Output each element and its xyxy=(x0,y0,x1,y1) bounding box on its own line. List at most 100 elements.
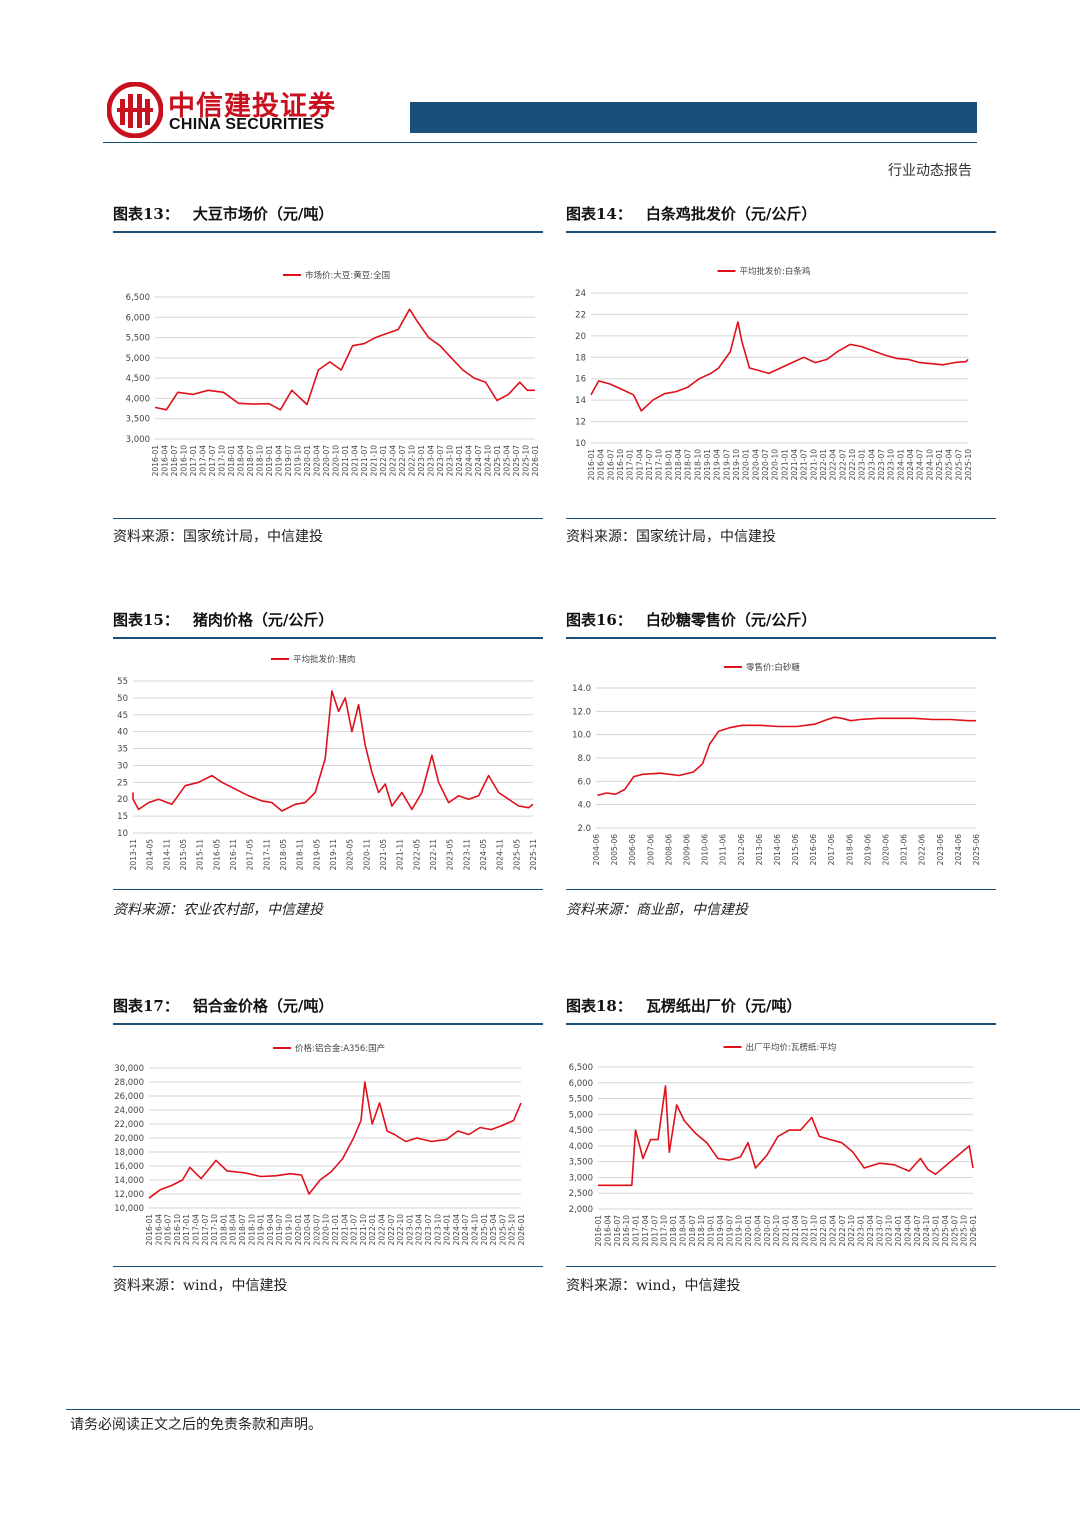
x-tick-label: 2022-06 xyxy=(918,834,927,866)
x-tick-label: 2026-01 xyxy=(531,445,540,477)
x-tick-label: 2019-10 xyxy=(294,445,303,477)
series-line xyxy=(148,1081,522,1199)
chart-chicken-price: 10 12 14 16 18 20 22 24 2016-01 2016-04 2016-07 201… xyxy=(566,241,996,503)
x-tick-label: 2016-10 xyxy=(616,449,625,481)
figure-rule xyxy=(113,889,543,890)
y-tick-label: 12 xyxy=(575,418,586,428)
x-tick-label: 2018-10 xyxy=(697,1215,706,1247)
y-tick-label: 6,500 xyxy=(569,1063,593,1073)
x-tick-label: 2023-10 xyxy=(887,449,896,481)
x-tick-label: 2019-10 xyxy=(735,1215,744,1247)
figure-label: 图表14： xyxy=(566,205,632,223)
x-tick-label: 2025-10 xyxy=(964,449,973,481)
x-tick-label: 2023-04 xyxy=(415,1214,424,1246)
y-tick-label: 3,500 xyxy=(126,415,150,425)
x-tick-label: 2023-05 xyxy=(446,839,455,871)
x-tick-label: 2021-10 xyxy=(809,449,818,481)
figure-label: 图表18： xyxy=(566,997,632,1015)
x-tick-label: 2025-04 xyxy=(945,449,954,481)
y-tick-label: 10 xyxy=(117,829,128,839)
x-tick-label: 2024-04 xyxy=(903,1215,912,1247)
x-tick-label: 2018-07 xyxy=(688,1215,697,1247)
x-tick-label: 2017-10 xyxy=(655,449,664,481)
x-tick-label: 2025-01 xyxy=(935,449,944,481)
legend-label: 市场价:大豆:黄豆:全国 xyxy=(305,270,390,281)
figure-title-text: 白砂糖零售价（元/公斤） xyxy=(645,611,817,629)
x-tick-label: 2021-07 xyxy=(360,445,369,477)
header-rule xyxy=(103,142,977,143)
x-tick-label: 2016-04 xyxy=(161,445,170,477)
figure-rule xyxy=(113,518,543,519)
x-tick-label: 2019-04 xyxy=(266,1214,275,1246)
y-tick-label: 10 xyxy=(575,439,586,449)
x-tick-label: 2022-04 xyxy=(389,445,398,477)
x-tick-label: 2020-10 xyxy=(332,445,341,477)
x-tick-label: 2020-07 xyxy=(763,1215,772,1247)
figure-label: 图表15： xyxy=(113,611,179,629)
figure-title: 图表13： 大豆市场价（元/吨） xyxy=(113,203,543,233)
x-tick-label: 2018-01 xyxy=(669,1215,678,1247)
x-tick-label: 2022-01 xyxy=(368,1214,377,1246)
x-tick-label: 2020-01 xyxy=(744,1215,753,1247)
x-tick-label: 2025-01 xyxy=(493,445,502,477)
chart-svg: 2.0 4.0 6.0 8.0 10.0 12.0 14.0 2004-06 2005-06 20… xyxy=(572,662,981,866)
chart-svg: 2,000 2,500 3,000 3,500 4,000 4,500 5,000 5,500… xyxy=(569,1042,978,1247)
x-tick-label: 2018-01 xyxy=(227,445,236,477)
x-tick-label: 2026-01 xyxy=(969,1215,978,1247)
x-tick-label: 2021-04 xyxy=(340,1214,349,1246)
figure-title: 图表17： 铝合金价格（元/吨） xyxy=(113,995,543,1025)
x-tick-label: 2018-10 xyxy=(247,1214,256,1246)
x-tick-label: 2017-04 xyxy=(199,445,208,477)
x-tick-label: 2022-04 xyxy=(828,1215,837,1247)
x-tick-label: 2016-05 xyxy=(212,839,221,871)
y-tick-label: 6,500 xyxy=(126,293,150,303)
x-tick-label: 2022-01 xyxy=(819,449,828,481)
x-tick-label: 2004-06 xyxy=(592,834,601,866)
x-tick-label: 2023-06 xyxy=(936,834,945,866)
x-tick-label: 2013-06 xyxy=(755,834,764,866)
x-tick-label: 2025-07 xyxy=(512,445,521,477)
y-tick-label: 40 xyxy=(117,728,128,738)
x-tick-label: 2006-06 xyxy=(628,834,637,866)
y-tick-label: 5,500 xyxy=(126,334,150,344)
figure-rule xyxy=(113,1266,543,1267)
footer-disclaimer: 请务必阅读正文之后的免责条款和声明。 xyxy=(70,1417,322,1433)
x-tick-label: 2024-07 xyxy=(913,1215,922,1247)
x-tick-label: 2023-10 xyxy=(446,445,455,477)
series-line xyxy=(154,308,535,411)
x-tick-label: 2020-10 xyxy=(771,449,780,481)
y-tick-label: 5,000 xyxy=(126,354,150,364)
x-tick-label: 2017-06 xyxy=(827,834,836,866)
x-tick-label: 2005-06 xyxy=(610,834,619,866)
x-tick-label: 2017-04 xyxy=(641,1215,650,1247)
x-tick-label: 2023-10 xyxy=(433,1214,442,1246)
x-tick-label: 2021-06 xyxy=(900,834,909,866)
y-tick-label: 24 xyxy=(575,289,586,299)
figure-title: 图表14： 白条鸡批发价（元/公斤） xyxy=(566,203,996,233)
x-tick-label: 2023-04 xyxy=(866,1215,875,1247)
x-tick-label: 2014-06 xyxy=(773,834,782,866)
x-tick-label: 2017-04 xyxy=(635,449,644,481)
x-tick-label: 2021-07 xyxy=(800,449,809,481)
x-tick-label: 2024-01 xyxy=(443,1214,452,1246)
x-tick-label: 2024-05 xyxy=(479,839,488,871)
x-tick-label: 2020-06 xyxy=(882,834,891,866)
x-tick-label: 2016-01 xyxy=(151,445,160,477)
y-tick-label: 14,000 xyxy=(114,1176,144,1186)
x-tick-label: 2011-06 xyxy=(719,834,728,866)
x-tick-label: 2024-04 xyxy=(465,445,474,477)
figure-title-text: 白条鸡批发价（元/公斤） xyxy=(645,205,817,223)
figure-source: 资料来源：农业农村部，中信建投 xyxy=(113,902,323,918)
figure-rule xyxy=(566,889,996,890)
x-tick-label: 2021-07 xyxy=(350,1214,359,1246)
x-tick-label: 2021-01 xyxy=(782,1215,791,1247)
x-tick-label: 2021-04 xyxy=(351,445,360,477)
x-tick-label: 2020-04 xyxy=(751,449,760,481)
figure-title-text: 猪肉价格（元/公斤） xyxy=(192,611,334,629)
x-tick-label: 2023-01 xyxy=(417,445,426,477)
figure-source: 资料来源：wind，中信建投 xyxy=(566,1278,741,1294)
x-tick-label: 2016-04 xyxy=(603,1215,612,1247)
y-tick-label: 25 xyxy=(117,778,128,788)
x-tick-label: 2025-10 xyxy=(508,1214,517,1246)
x-tick-label: 2022-10 xyxy=(396,1214,405,1246)
